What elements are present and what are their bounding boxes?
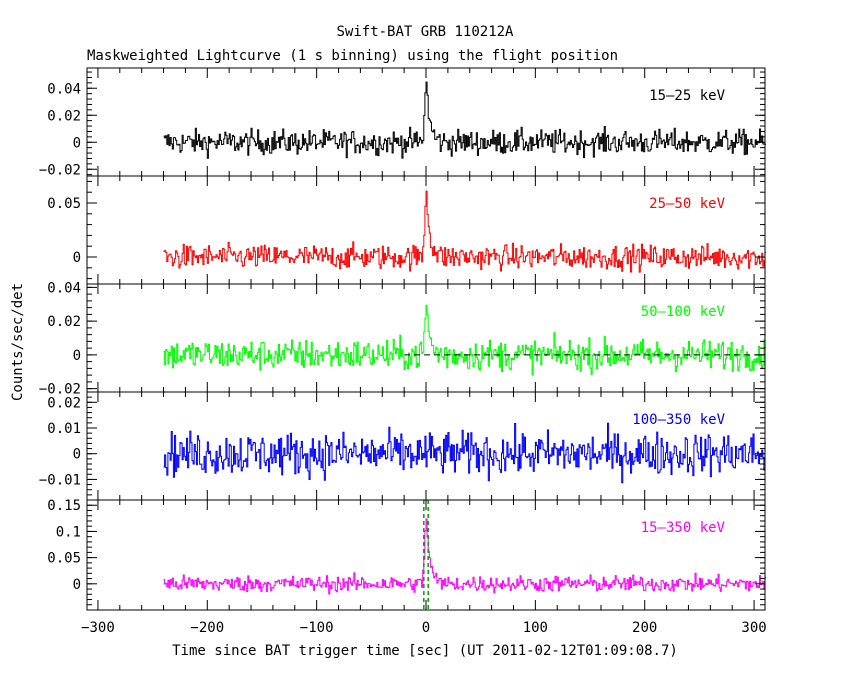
panel-frame	[86, 499, 766, 611]
band-label: 100–350 keV	[632, 412, 725, 428]
y-tick-label: 0.05	[47, 196, 81, 212]
chart-subtitle: Maskweighted Lightcurve (1 s binning) us…	[87, 48, 618, 64]
x-tick-label: 300	[741, 620, 766, 636]
x-tick-labels: −300 −200 −100 0 100 200 300	[81, 620, 767, 636]
panel-frame	[86, 283, 766, 393]
y-tick-label: −0.01	[39, 472, 81, 488]
panel-4: −0.01 0 0.01 0.02 100–350 keV	[39, 391, 767, 501]
y-tick-label: 0.04	[47, 81, 81, 97]
series-line-1	[163, 81, 767, 159]
band-label: 25–50 keV	[649, 196, 725, 212]
y-tick-label: 0.02	[47, 395, 81, 411]
y-tick-label: −0.02	[39, 382, 81, 398]
x-tick-label: 0	[422, 620, 430, 636]
panel-2: 0 0.05 25–50 keV	[47, 175, 767, 285]
y-tick-label: 0	[73, 135, 81, 151]
series-line-2	[163, 190, 767, 273]
y-tick-label: 0.02	[47, 314, 81, 330]
y-tick-label: 0	[73, 250, 81, 266]
y-tick-label: 0.1	[56, 524, 81, 540]
y-axis-label: Counts/sec/det	[10, 283, 26, 401]
y-tick-label: 0.04	[47, 280, 81, 296]
y-tick-label: 0.05	[47, 551, 81, 567]
series-line-4	[163, 422, 767, 484]
x-tick-label: −300	[81, 620, 115, 636]
y-tick-label: 0.02	[47, 108, 81, 124]
band-label: 15–25 keV	[649, 88, 725, 104]
chart-title: Swift-BAT GRB 110212A	[336, 24, 514, 40]
panel-3: −0.02 0 0.02 0.04 50–100 keV	[39, 280, 767, 398]
y-tick-label: 0	[73, 348, 81, 364]
y-tick-label: 0.01	[47, 421, 81, 437]
panel-1: −0.02 0 0.02 0.04 15–25 keV	[39, 67, 767, 178]
x-tick-label: −100	[300, 620, 334, 636]
series-line-5	[163, 518, 767, 595]
x-tick-label: 100	[523, 620, 548, 636]
band-label: 15–350 keV	[641, 520, 726, 536]
x-tick-label: −200	[190, 620, 224, 636]
x-axis-label: Time since BAT trigger time [sec] (UT 20…	[172, 643, 678, 659]
y-tick-label: 0.15	[47, 498, 81, 514]
panels-group: −0.02 0 0.02 0.04 15–25 keV 0 0.05 25–50 keV −0.…	[39, 67, 767, 611]
panel-5: 0 0.05 0.1 0.15 15–350 keV	[47, 498, 767, 611]
y-tick-label: 0	[73, 447, 81, 463]
band-label: 50–100 keV	[641, 304, 726, 320]
y-tick-label: 0	[73, 577, 81, 593]
x-tick-label: 200	[632, 620, 657, 636]
y-tick-label: −0.02	[39, 162, 81, 178]
